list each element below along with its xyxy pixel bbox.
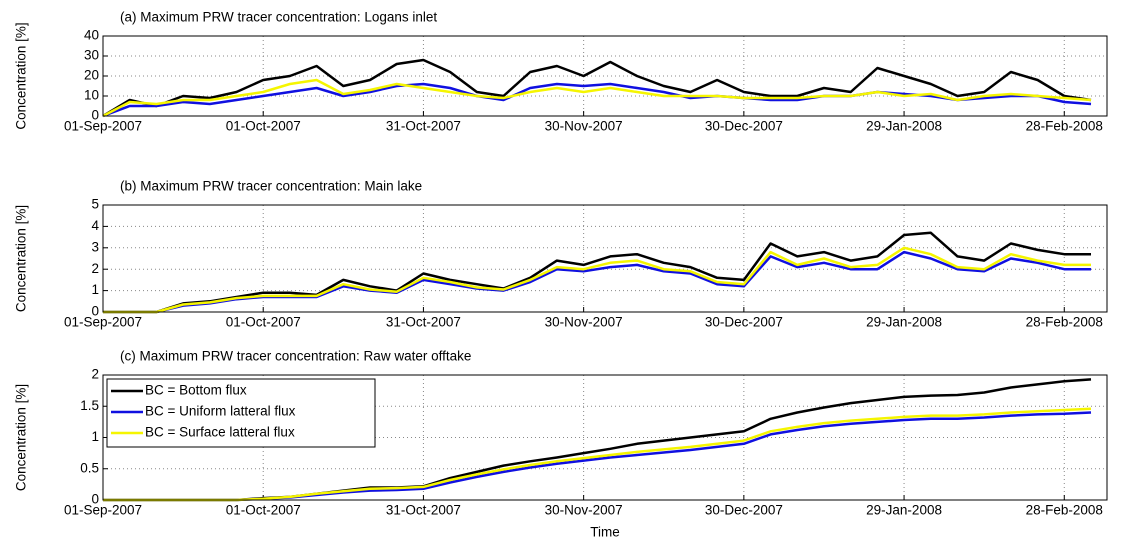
y-tick-label: 4 [91,218,99,233]
axes-frame [102,374,1108,501]
x-tick-label: 29-Jan-2008 [866,119,942,134]
y-tick-label: 2 [91,261,99,276]
y-tick-label: 20 [84,68,99,83]
x-tick-label: 01-Oct-2007 [226,503,301,518]
y-tick-label: 0 [91,108,99,123]
legend-label: BC = Bottom flux [145,383,247,398]
x-tick-label: 28-Feb-2008 [1026,315,1103,330]
x-tick-label: 31-Oct-2007 [386,503,461,518]
series-line [102,82,1092,118]
y-tick-label: 5 [91,197,99,212]
x-tick-label: 29-Jan-2008 [866,315,942,330]
x-tick-label: 30-Nov-2007 [545,119,623,134]
y-tick-label: 2 [91,367,99,382]
x-tick-label: 28-Feb-2008 [1026,503,1103,518]
x-tick-label: 01-Oct-2007 [226,315,301,330]
legend-label: BC = Surface latteral flux [145,425,295,440]
x-tick-label: 30-Dec-2007 [705,315,783,330]
y-axis-label: Concentration [%] [14,384,29,491]
series-line [103,246,1091,314]
y-tick-label: 0.5 [80,460,99,475]
x-tick-label: 29-Jan-2008 [866,503,942,518]
x-tick-label: 01-Sep-2007 [64,503,142,518]
plot-area [103,36,1107,116]
x-tick-label: 30-Nov-2007 [545,503,623,518]
axes-frame [102,204,1108,313]
x-tick-label: 01-Sep-2007 [64,119,142,134]
panel-title: (c) Maximum PRW tracer concentration: Ra… [120,349,471,364]
series-line [103,407,1092,502]
y-tick-label: 1 [91,282,99,297]
x-tick-label: 30-Dec-2007 [705,119,783,134]
panel-title: (a) Maximum PRW tracer concentration: Lo… [120,10,437,25]
x-tick-label: 30-Dec-2007 [705,503,783,518]
y-tick-label: 40 [84,28,99,43]
series-group [102,58,1092,118]
y-tick-label: 1 [91,429,99,444]
legend-label: BC = Uniform latteral flux [145,404,296,419]
legend-box [106,378,376,448]
x-tick-label: 28-Feb-2008 [1026,119,1103,134]
y-tick-label: 3 [91,239,99,254]
axes-frame [102,35,1108,117]
y-tick-label: 30 [84,48,99,63]
x-tick-label: 31-Oct-2007 [386,315,461,330]
y-tick-label: 1.5 [80,398,99,413]
y-tick-label: 0 [91,304,99,319]
legend: BC = Bottom flux BC = Uniform latteral fl… [106,378,376,448]
series-line [103,231,1091,314]
series-line [102,78,1092,118]
series-group [103,231,1091,314]
series-line [102,58,1092,118]
y-tick-label: 10 [84,88,99,103]
panel-title: (b) Maximum PRW tracer concentration: Ma… [120,179,422,194]
x-tick-label: 30-Nov-2007 [545,315,623,330]
x-axis-label: Time [590,525,620,540]
y-axis-label: Concentration [%] [14,22,29,129]
x-tick-label: 01-Oct-2007 [226,119,301,134]
x-tick-label: 01-Sep-2007 [64,315,142,330]
x-tick-label: 31-Oct-2007 [386,119,461,134]
series-group [103,378,1092,502]
y-axis-label: Concentration [%] [14,205,29,312]
y-tick-label: 0 [91,492,99,507]
